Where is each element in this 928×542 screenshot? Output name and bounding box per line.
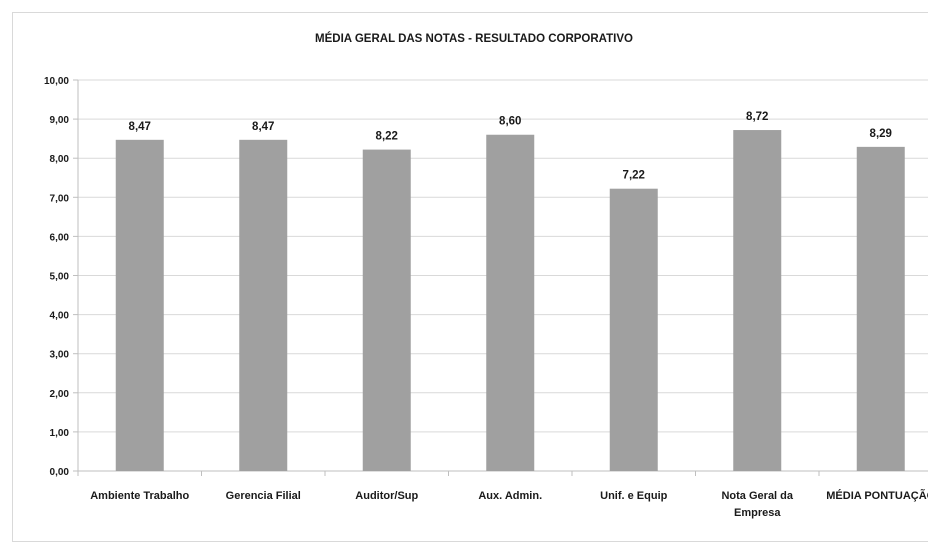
y-tick-label: 4,00	[50, 311, 70, 322]
y-tick-label: 9,00	[50, 115, 70, 126]
y-tick-label: 5,00	[50, 272, 70, 283]
bar	[362, 149, 411, 471]
y-tick-labels: 0,00 1,00 2,00 3,00 4,00 5,00 6,00 7,00 8,00 9,00…	[44, 76, 69, 478]
x-tick-label: Gerencia Filial	[226, 490, 301, 502]
bar-chart: MÉDIA GERAL DAS NOTAS - RESULTADO CORPOR…	[44, 32, 928, 519]
bar	[609, 188, 658, 471]
x-tick-labels: Ambiente Trabalho Gerencia Filial Auditor/…	[90, 489, 928, 519]
x-tick-label: Unif. e Equip	[600, 490, 668, 502]
x-tick-label: MÉDIA PONTUAÇÃO	[826, 489, 928, 502]
x-tick-label: Aux. Admin.	[478, 490, 542, 502]
bar	[115, 139, 164, 471]
y-tick-label: 3,00	[50, 350, 70, 361]
x-tick-label: Empresa	[734, 507, 781, 519]
y-tick-label: 1,00	[50, 428, 70, 439]
bars	[115, 130, 905, 472]
data-label: 8,47	[129, 121, 151, 133]
bar	[239, 139, 288, 471]
y-tick-label: 10,00	[44, 76, 69, 87]
y-tick-label: 2,00	[50, 389, 70, 400]
y-tick-label: 7,00	[50, 193, 70, 204]
y-tick-label: 6,00	[50, 232, 70, 243]
data-label: 8,47	[252, 121, 274, 133]
bar	[733, 130, 782, 471]
x-tick-label: Ambiente Trabalho	[90, 490, 189, 502]
x-tick-label: Nota Geral da	[721, 490, 793, 502]
data-label: 8,22	[376, 131, 398, 143]
data-labels: 8,47 8,47 8,22 8,60 7,22 8,72 8,29	[129, 111, 892, 182]
chart-title: MÉDIA GERAL DAS NOTAS - RESULTADO CORPOR…	[315, 32, 633, 45]
bar	[486, 134, 535, 472]
x-tick-label: Auditor/Sup	[355, 490, 418, 502]
data-label: 8,72	[746, 111, 768, 123]
data-label: 7,22	[623, 170, 645, 182]
data-label: 8,29	[870, 128, 892, 140]
y-tick-label: 8,00	[50, 154, 70, 165]
y-tick-label: 0,00	[50, 467, 70, 478]
bar	[856, 146, 905, 471]
data-label: 8,60	[499, 116, 521, 128]
